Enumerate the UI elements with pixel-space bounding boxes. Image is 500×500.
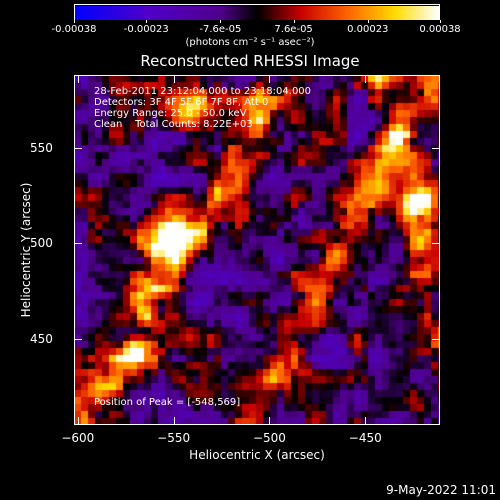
info-detectors: Detectors: 3F 4F 5F 6F 7F 8F, Att 0	[94, 97, 269, 108]
y-axis-label: Heliocentric Y (arcsec)	[19, 182, 33, 318]
colorbar-tickmark	[146, 20, 148, 23]
colorbar-tick-label: 0.00023	[347, 24, 389, 35]
y-tick-label: 450	[30, 331, 53, 346]
x-tick-mark	[365, 417, 367, 425]
y-tick-label: 550	[30, 140, 53, 155]
heatmap-plot	[74, 75, 440, 425]
x-tick-mark	[269, 75, 271, 83]
info-time: 28-Feb-2011 23:12:04.000 to 23:18:04.000	[94, 86, 312, 97]
y-tick-mark	[74, 243, 82, 245]
x-tick-mark	[77, 75, 79, 83]
y-tick-mark	[432, 147, 440, 149]
colorbar-gradient	[75, 6, 439, 20]
peak-position: Position of Peak = [-548,569]	[94, 397, 241, 408]
y-tick-mark	[432, 243, 440, 245]
info-energy: Energy Range: 25.0 - 50.0 keV	[94, 108, 247, 119]
x-tick-mark	[77, 417, 79, 425]
x-tick-label: −550	[157, 431, 191, 445]
x-tick-mark	[365, 75, 367, 83]
colorbar-tickmark	[367, 20, 369, 23]
colorbar-tick-label: -0.00023	[123, 24, 169, 35]
x-axis-label: Heliocentric X (arcsec)	[189, 448, 325, 462]
colorbar-tick-label: -7.6e-05	[199, 24, 242, 35]
y-tick-mark	[74, 338, 82, 340]
image-info: 28-Feb-2011 23:12:04.000 to 23:18:04.000…	[94, 86, 311, 130]
y-tick-label: 500	[30, 236, 53, 251]
colorbar-tickmark	[293, 20, 295, 23]
colorbar-tick-label: -0.00038	[51, 24, 97, 35]
info-clean: Clean Total Counts: 8.22E+03	[94, 119, 253, 130]
colorbar-tick-label: 0.00038	[419, 24, 461, 35]
heatmap-image	[74, 75, 440, 425]
y-tick-mark	[432, 338, 440, 340]
chart-title: Reconstructed RHESSI Image	[140, 52, 360, 70]
x-tick-mark	[269, 417, 271, 425]
colorbar-tick-label: 7.6e-05	[274, 24, 313, 35]
footer-timestamp: 9-May-2022 11:01	[386, 483, 496, 497]
x-tick-mark	[173, 417, 175, 425]
colorbar-tickmark	[74, 20, 75, 23]
x-tick-label: −450	[348, 431, 382, 445]
colorbar	[74, 4, 440, 20]
colorbar-units: (photons cm⁻² s⁻¹ asec⁻²)	[185, 37, 315, 48]
x-tick-label: −500	[252, 431, 286, 445]
x-tick-label: −600	[61, 431, 95, 445]
x-tick-mark	[173, 75, 175, 83]
colorbar-tickmark	[440, 20, 441, 23]
colorbar-tickmark	[220, 20, 222, 23]
y-tick-mark	[74, 147, 82, 149]
